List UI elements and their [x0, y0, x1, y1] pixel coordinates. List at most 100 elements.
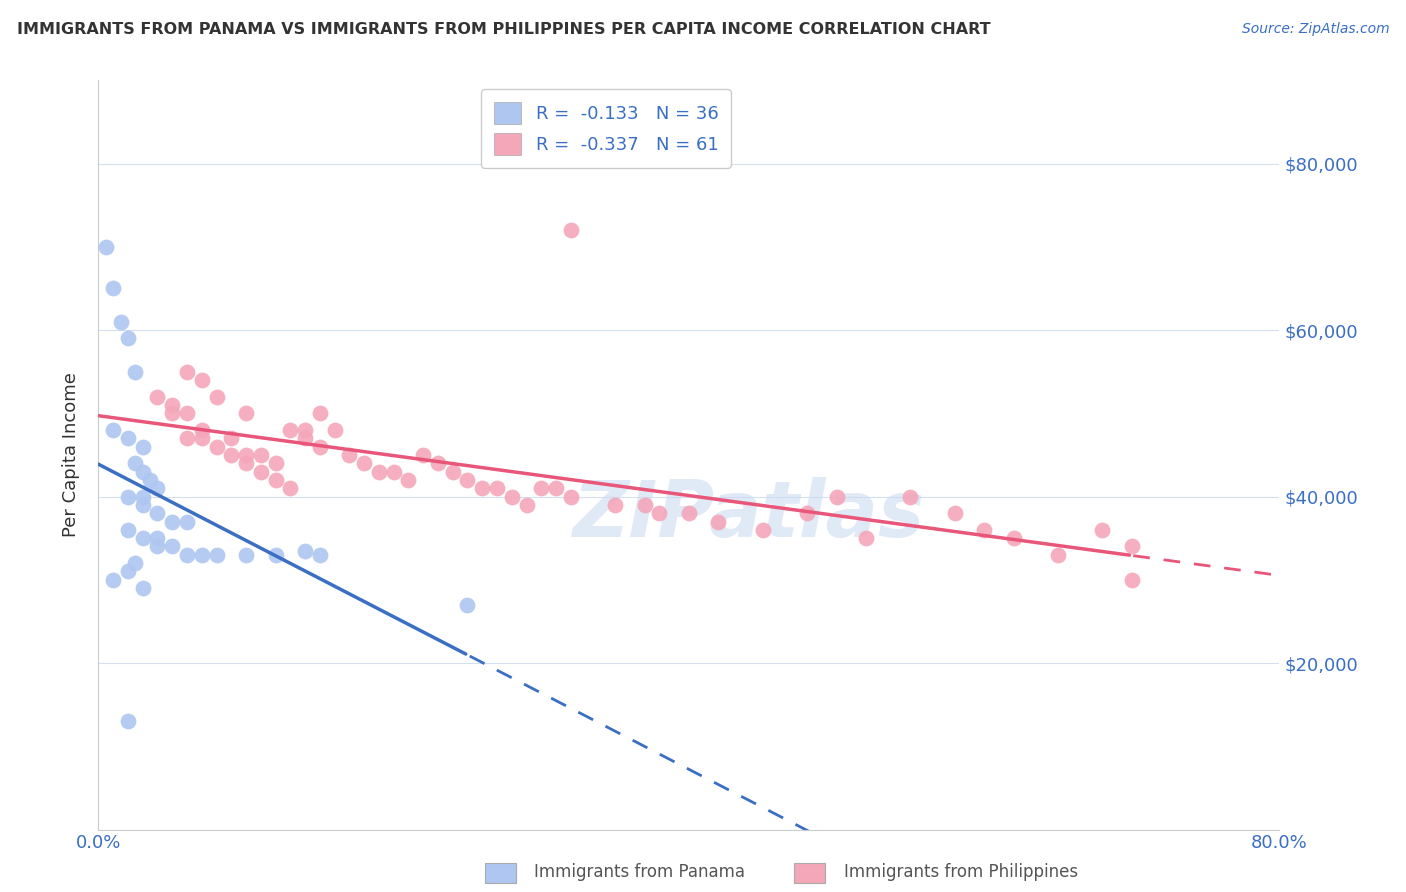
Point	[560, 223, 582, 237]
Point	[191, 548, 214, 562]
Point	[634, 498, 657, 512]
Point	[162, 406, 183, 420]
Point	[110, 315, 132, 329]
Point	[162, 515, 183, 529]
Text: Source: ZipAtlas.com: Source: ZipAtlas.com	[1241, 22, 1389, 37]
Point	[117, 523, 139, 537]
Point	[323, 423, 346, 437]
Point	[176, 515, 198, 529]
Point	[176, 406, 198, 420]
Point	[471, 481, 494, 495]
Point	[117, 565, 139, 579]
Point	[139, 473, 162, 487]
Point	[146, 390, 169, 404]
Point	[235, 448, 257, 462]
Point	[294, 423, 316, 437]
Point	[796, 506, 818, 520]
Point	[309, 406, 332, 420]
Point	[398, 473, 420, 487]
Point	[943, 506, 966, 520]
Point	[103, 573, 125, 587]
Point	[339, 448, 361, 462]
Point	[678, 506, 700, 520]
Point	[560, 490, 582, 504]
Point	[309, 440, 332, 454]
Point	[457, 473, 479, 487]
Point	[146, 540, 169, 554]
Point	[546, 481, 568, 495]
Point	[280, 423, 302, 437]
Point	[117, 490, 139, 504]
Point	[191, 423, 214, 437]
Point	[264, 548, 287, 562]
Point	[191, 373, 214, 387]
Point	[264, 473, 287, 487]
Point	[235, 548, 257, 562]
Point	[103, 281, 125, 295]
Point	[427, 456, 450, 470]
Point	[752, 523, 775, 537]
Point	[250, 448, 273, 462]
Point	[103, 423, 125, 437]
Point	[176, 548, 198, 562]
Text: Immigrants from Philippines: Immigrants from Philippines	[844, 863, 1078, 881]
Point	[855, 531, 877, 545]
Point	[412, 448, 434, 462]
Point	[235, 406, 257, 420]
Point	[1002, 531, 1025, 545]
Point	[368, 465, 391, 479]
Y-axis label: Per Capita Income: Per Capita Income	[62, 373, 80, 537]
Point	[280, 481, 302, 495]
Point	[382, 465, 405, 479]
Point	[205, 390, 228, 404]
Point	[146, 531, 169, 545]
Point	[900, 490, 922, 504]
Point	[235, 456, 257, 470]
Point	[132, 581, 155, 595]
Point	[1121, 540, 1143, 554]
Point	[457, 598, 479, 612]
Point	[117, 714, 139, 729]
Point	[132, 498, 155, 512]
Point	[605, 498, 627, 512]
Point	[1091, 523, 1114, 537]
Point	[221, 448, 243, 462]
Point	[309, 548, 332, 562]
Text: Immigrants from Panama: Immigrants from Panama	[534, 863, 745, 881]
Point	[250, 465, 273, 479]
Point	[294, 543, 316, 558]
Point	[973, 523, 995, 537]
Text: IMMIGRANTS FROM PANAMA VS IMMIGRANTS FROM PHILIPPINES PER CAPITA INCOME CORRELAT: IMMIGRANTS FROM PANAMA VS IMMIGRANTS FRO…	[17, 22, 990, 37]
Point	[124, 365, 146, 379]
Point	[176, 431, 198, 445]
Point	[146, 506, 169, 520]
Point	[124, 556, 146, 570]
Point	[264, 456, 287, 470]
Point	[486, 481, 509, 495]
Point	[441, 465, 464, 479]
Point	[132, 490, 155, 504]
Point	[94, 240, 117, 254]
Point	[825, 490, 848, 504]
Legend: R =  -0.133   N = 36, R =  -0.337   N = 61: R = -0.133 N = 36, R = -0.337 N = 61	[481, 89, 731, 168]
Point	[146, 481, 169, 495]
Point	[191, 431, 214, 445]
Point	[162, 540, 183, 554]
Point	[176, 365, 198, 379]
Point	[1121, 573, 1143, 587]
Point	[132, 465, 155, 479]
Point	[132, 531, 155, 545]
Text: ZIPatlas: ZIPatlas	[572, 477, 924, 553]
Point	[707, 515, 730, 529]
Point	[294, 431, 316, 445]
Point	[353, 456, 375, 470]
Point	[117, 331, 139, 345]
Point	[648, 506, 671, 520]
Point	[221, 431, 243, 445]
Point	[117, 431, 139, 445]
Point	[1046, 548, 1070, 562]
Point	[205, 440, 228, 454]
Point	[501, 490, 523, 504]
Point	[132, 440, 155, 454]
Point	[124, 456, 146, 470]
